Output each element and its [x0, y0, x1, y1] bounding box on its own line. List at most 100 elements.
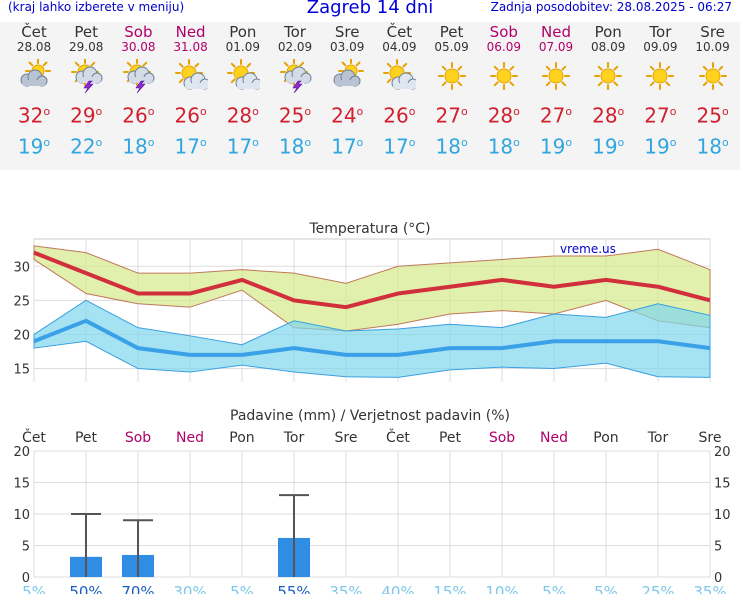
- degree-sign: o: [147, 135, 155, 149]
- precipitation-probability: 35%: [693, 583, 726, 594]
- min-temperature-line: [33, 318, 711, 357]
- degree-sign: o: [252, 105, 259, 118]
- location-hint-link[interactable]: (kraj lahko izberete v meniju): [8, 0, 185, 14]
- day-date: 06.09: [486, 40, 521, 54]
- precipitation-probability: 10%: [485, 583, 518, 594]
- degree-sign: o: [513, 135, 520, 149]
- y-tick-label-right: 20: [714, 445, 731, 460]
- day-date: 03.09: [330, 40, 365, 54]
- degree-sign: o: [408, 135, 416, 149]
- daily-forecast-strip: [0, 22, 740, 170]
- day-column: Ned 31.08 26o 17o: [165, 24, 217, 168]
- max-temperature-value: 28: [592, 103, 618, 128]
- max-temperature: 28o: [217, 101, 269, 127]
- min-temperature: 18o: [478, 132, 530, 159]
- day-name: Tor: [284, 23, 306, 41]
- header-bar: (kraj lahko izberete v meniju) Zagreb 14…: [0, 0, 740, 20]
- degree-sign: o: [513, 105, 520, 118]
- degree-sign: o: [460, 135, 468, 149]
- day-column: Pet 29.08 29o 22o: [60, 24, 112, 168]
- max-temperature: 25o: [269, 101, 321, 127]
- max-temperature-line: [33, 250, 711, 310]
- max-temperature: 27o: [426, 101, 478, 127]
- max-temperature-value: 24: [331, 103, 357, 128]
- min-temperature: 18o: [687, 132, 739, 157]
- max-temperature-value: 28: [487, 103, 514, 128]
- min-temperature: 19o: [634, 132, 686, 157]
- min-temperature: 17o: [373, 132, 425, 157]
- page-title: Zagreb 14 dni: [306, 0, 434, 18]
- storm-sun-icon: [71, 59, 103, 93]
- x-tick-label: Čet: [386, 428, 410, 446]
- y-tick-label: 15: [13, 363, 30, 378]
- precipitation-probability: 40%: [381, 583, 414, 594]
- precipitation-probability: 70%: [121, 583, 154, 594]
- min-temperature-value: 18: [278, 134, 305, 159]
- y-tick-label: 10: [13, 508, 30, 523]
- day-name: Sob: [124, 23, 153, 41]
- max-temperature: 27o: [634, 101, 686, 127]
- day-name: Sre: [700, 23, 725, 41]
- degree-sign: o: [617, 105, 625, 118]
- min-temperature: 18o: [269, 132, 321, 159]
- degree-sign: o: [669, 135, 677, 149]
- min-temperature-value: 17: [174, 134, 200, 159]
- day-date: 07.09: [538, 40, 574, 54]
- sun-icon: [542, 62, 570, 90]
- x-tick-label: Pon: [229, 430, 254, 446]
- day-column: Pet 05.09 27o 18o: [426, 24, 478, 168]
- min-temperature: 17o: [321, 132, 373, 157]
- x-tick-label: Tor: [647, 430, 669, 446]
- degree-sign: o: [252, 135, 259, 149]
- degree-sign: o: [617, 135, 625, 149]
- degree-sign: o: [356, 135, 364, 149]
- cloud-sun-icon: [20, 59, 51, 87]
- max-temperature-value: 26: [174, 103, 200, 128]
- precipitation-probability: 55%: [277, 583, 310, 594]
- sun-icon: [698, 62, 727, 90]
- day-date: 31.08: [173, 40, 208, 54]
- day-name: Ned: [175, 23, 206, 41]
- x-tick-label: Pet: [439, 430, 462, 446]
- day-date: 28.08: [16, 40, 52, 54]
- min-temperature: 17o: [165, 132, 217, 159]
- sun-icon: [489, 62, 518, 90]
- max-temperature: 24o: [321, 101, 373, 127]
- day-column: Pon 01.09 28o 17o: [217, 24, 269, 168]
- min-temperature-value: 19: [592, 134, 618, 159]
- day-name: Sre: [334, 23, 360, 41]
- min-temperature: 22o: [60, 132, 112, 157]
- day-column: Sob 06.09 28o 18o: [478, 24, 530, 168]
- max-temperature: 26o: [165, 101, 217, 127]
- x-tick-label: Pon: [593, 430, 618, 446]
- x-tick-label: Čet: [22, 428, 46, 446]
- storm-sun-icon: [280, 59, 312, 93]
- day-name: Pet: [439, 23, 464, 41]
- day-name: Čet: [386, 23, 413, 41]
- precipitation-range-whisker: [71, 513, 101, 577]
- x-tick-label: Sre: [335, 430, 358, 446]
- max-temperature-value: 26: [122, 103, 148, 128]
- x-tick-label: Tor: [283, 430, 305, 446]
- x-tick-label: Sob: [489, 430, 515, 446]
- max-temperature: 26o: [112, 101, 164, 127]
- degree-sign: o: [721, 135, 729, 149]
- degree-sign: o: [95, 105, 103, 118]
- day-date: 02.09: [277, 40, 313, 54]
- degree-sign: o: [199, 105, 207, 118]
- temperature-chart: Temperatura (°C) 15 20 25 30 vreme.us: [13, 221, 711, 382]
- y-tick-label: 0: [22, 571, 30, 586]
- precipitation-probability: 5%: [542, 583, 566, 594]
- watermark-link[interactable]: vreme.us: [560, 242, 616, 256]
- y-tick-label-right: 0: [714, 571, 722, 586]
- max-temperature: 28o: [582, 101, 634, 127]
- max-temperature-value: 27: [435, 103, 461, 128]
- degree-sign: o: [669, 105, 677, 118]
- min-temperature: 19o: [8, 132, 60, 157]
- min-temperature-value: 18: [487, 134, 514, 159]
- x-tick-label: Pet: [75, 430, 98, 446]
- max-temperature: 29o: [60, 101, 112, 127]
- min-temperature: 19o: [530, 132, 582, 157]
- temperature-chart-title: Temperatura (°C): [308, 221, 430, 237]
- day-name: Sob: [489, 23, 518, 41]
